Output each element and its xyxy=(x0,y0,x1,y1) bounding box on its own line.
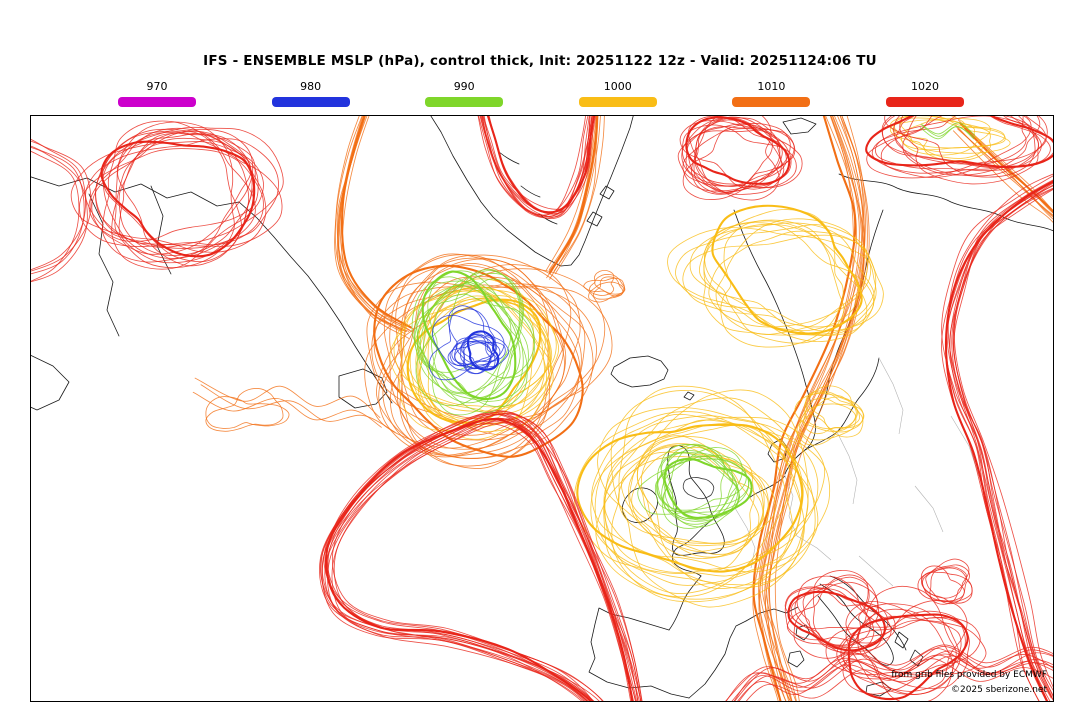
legend-item-1010: 1010 xyxy=(732,80,811,107)
legend-color-bar xyxy=(271,97,350,107)
legend-color-bar xyxy=(885,97,964,107)
ensemble-map xyxy=(31,116,1053,701)
legend-label: 990 xyxy=(453,80,475,93)
attribution: from grib files provided by ECMWF ©2025 … xyxy=(891,668,1047,698)
legend-color-bar xyxy=(578,97,657,107)
legend-label: 1010 xyxy=(757,80,786,93)
legend-color-bar xyxy=(732,97,811,107)
legend-label: 970 xyxy=(146,80,168,93)
attribution-source: from grib files provided by ECMWF xyxy=(891,670,1047,680)
legend-label: 980 xyxy=(300,80,322,93)
legend-label: 1000 xyxy=(603,80,632,93)
legend-item-990: 990 xyxy=(425,80,504,107)
legend-color-bar xyxy=(118,97,196,107)
coastlines-layer xyxy=(31,116,1053,699)
legend-item-980: 980 xyxy=(271,80,350,107)
legend-label: 1020 xyxy=(910,80,939,93)
country-borders-layer xyxy=(734,357,980,587)
legend-item-1020: 1020 xyxy=(885,80,964,107)
attribution-copyright: ©2025 sberizone.net xyxy=(950,685,1047,695)
legend-item-970: 970 xyxy=(118,80,196,107)
legend: 970 980 990 1000 1010 1020 xyxy=(118,80,964,107)
contours-layer xyxy=(31,116,1053,701)
legend-color-bar xyxy=(425,97,504,107)
map-panel: from grib files provided by ECMWF ©2025 … xyxy=(30,115,1054,702)
chart-title: IFS - ENSEMBLE MSLP (hPa), control thick… xyxy=(203,53,877,69)
legend-item-1000: 1000 xyxy=(578,80,657,107)
